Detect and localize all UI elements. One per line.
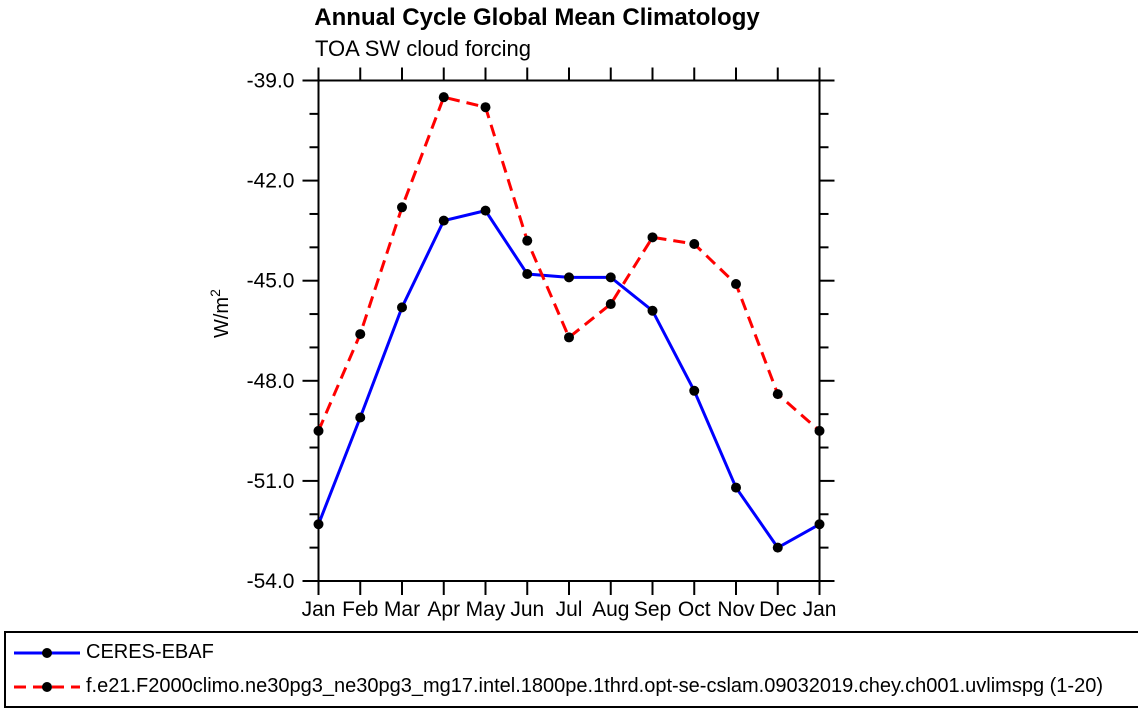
data-point-marker <box>397 302 407 313</box>
data-point-marker <box>731 279 741 290</box>
x-tick-label: Apr <box>427 598 460 621</box>
data-point-marker <box>480 205 491 216</box>
data-point-marker <box>355 412 366 423</box>
data-point-marker <box>689 238 700 249</box>
data-point-marker <box>814 519 825 530</box>
y-tick-label: -51.0 <box>247 470 295 493</box>
chart-canvas: Jan Feb Mar Apr May Jun Jul Aug Sep Oct Nov Dec Jan-… <box>207 67 837 621</box>
x-tick-label: Oct <box>678 598 711 621</box>
data-point-marker <box>313 425 324 436</box>
chart-title: Annual Cycle Global Mean Climatology <box>314 4 760 31</box>
data-point-marker <box>689 385 700 396</box>
x-tick-label: Dec <box>759 598 796 621</box>
legend: CERES-EBAF f.e21.F2000climo.ne30pg3_ne30… <box>4 631 1138 708</box>
legend-item: f.e21.F2000climo.ne30pg3_ne30pg3_mg17.in… <box>12 670 1138 704</box>
data-point-marker <box>564 332 574 343</box>
data-point-marker <box>564 272 574 283</box>
x-tick-label: Jan <box>302 598 336 621</box>
legend-label: CERES-EBAF <box>86 641 214 663</box>
legend-marker-dot <box>42 681 52 692</box>
x-tick-label: Nov <box>717 598 755 621</box>
x-tick-label: Jul <box>556 598 583 621</box>
data-point-marker <box>647 232 658 243</box>
x-tick-label: Aug <box>592 598 629 621</box>
x-tick-label: Jan <box>803 598 837 621</box>
x-tick-label: Jun <box>510 598 544 621</box>
data-point-marker <box>605 272 616 283</box>
legend-label: f.e21.F2000climo.ne30pg3_ne30pg3_mg17.in… <box>86 675 1103 697</box>
data-point-marker <box>772 542 783 553</box>
y-tick-label: -45.0 <box>247 270 295 293</box>
data-point-marker <box>397 202 407 213</box>
legend-line-sample <box>14 647 80 658</box>
y-tick-label: -48.0 <box>247 370 295 393</box>
x-tick-label: May <box>466 598 506 621</box>
legend-item: CERES-EBAF <box>12 636 1138 670</box>
series-line-0 <box>317 208 821 550</box>
data-point-marker <box>605 299 616 310</box>
y-tick-label: -39.0 <box>247 70 295 93</box>
x-tick-label: Sep <box>634 598 671 621</box>
data-point-marker <box>438 215 449 226</box>
data-point-marker <box>480 102 491 113</box>
data-point-marker <box>814 425 825 436</box>
legend-line-sample <box>14 681 80 692</box>
data-point-marker <box>731 482 741 493</box>
data-point-marker <box>772 389 783 400</box>
data-point-marker <box>522 269 533 280</box>
legend-marker-dot <box>42 647 52 658</box>
x-tick-label: Mar <box>384 598 420 621</box>
chart-subtitle: TOA SW cloud forcing <box>315 36 532 61</box>
data-point-marker <box>355 329 366 340</box>
y-tick-label: -42.0 <box>247 170 295 193</box>
series-line-1 <box>317 95 821 432</box>
data-point-marker <box>647 305 658 316</box>
x-tick-label: Feb <box>342 598 378 621</box>
data-point-marker <box>522 235 533 246</box>
y-axis-title: W/m2 <box>207 289 233 338</box>
data-point-marker <box>438 92 449 103</box>
y-tick-label: -54.0 <box>247 570 295 593</box>
data-point-marker <box>313 519 324 530</box>
